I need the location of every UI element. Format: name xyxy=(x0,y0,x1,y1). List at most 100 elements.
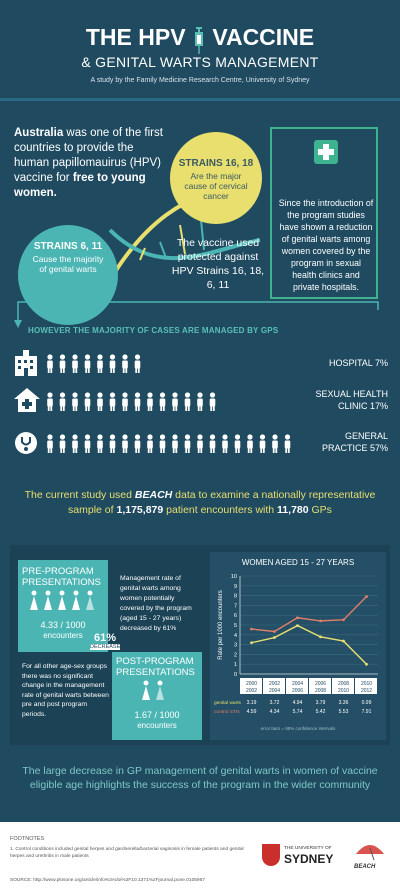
x-tick-label: 2008 xyxy=(338,681,349,687)
table-cell: 3.72 xyxy=(270,700,280,706)
study-beach: BEACH xyxy=(134,489,173,501)
post-program-card: POST-PROGRAM PRESENTATIONS 1.67 / 1000 e… xyxy=(112,652,202,740)
intro-text-b: to young women. xyxy=(14,172,146,199)
post-program-title: POST-PROGRAM PRESENTATIONS xyxy=(116,656,195,678)
study-text-a: The current study used xyxy=(24,489,132,501)
title-line2: & GENITAL WARTS MANAGEMENT xyxy=(81,54,319,70)
people-group-clinic xyxy=(47,392,216,411)
category-cell xyxy=(332,678,354,694)
table-cell: 0.99 xyxy=(362,700,372,706)
women-icons-post xyxy=(142,680,164,700)
line-chart: 0 1 2 3 4 5 6 7 8 9 10 Rate per 1000 encounters 2000… xyxy=(214,574,378,731)
x-tick-label: 2004 xyxy=(292,681,303,687)
person-icon xyxy=(184,392,191,411)
footnotes-title: FOOTNOTES xyxy=(10,836,45,842)
table-cell: 5.42 xyxy=(316,709,326,715)
x-tick-label: 2002 xyxy=(246,688,257,694)
study-text-c: patient encounters with xyxy=(166,504,275,516)
title-the-hpv: THE HPV xyxy=(85,24,186,50)
y-tick-label: 3 xyxy=(234,643,237,649)
person-icon xyxy=(159,434,166,453)
byline: A study by the Family Medicine Research … xyxy=(90,77,310,84)
stethoscope-icon xyxy=(15,432,37,454)
data-point xyxy=(319,619,322,623)
data-point xyxy=(296,624,299,627)
y-tick-label: 2 xyxy=(234,652,237,658)
person-icon xyxy=(122,354,128,373)
general-practice-label: GENERAL PRACTICE 57% xyxy=(322,430,388,454)
data-point xyxy=(296,616,299,620)
pre-program-unit: encounters xyxy=(43,631,83,640)
x-tick-label: 2006 xyxy=(292,688,303,694)
people-group-general-practice xyxy=(47,434,291,453)
x-tick-label: 2008 xyxy=(315,688,326,694)
person-icon xyxy=(72,434,78,453)
series-line xyxy=(251,595,367,633)
series-line xyxy=(251,624,367,665)
table-cell: 3.79 xyxy=(316,700,326,706)
y-tick-label: 6 xyxy=(234,613,237,619)
post-program-unit: encounters xyxy=(137,721,177,730)
data-point xyxy=(342,618,345,622)
study-gps: 11,780 xyxy=(277,504,309,516)
person-icon xyxy=(259,434,266,453)
person-icon xyxy=(172,434,178,453)
y-tick-label: 7 xyxy=(234,603,237,609)
strains-6-11-title: STRAINS 6, 11 xyxy=(33,241,103,252)
data-point xyxy=(342,639,345,643)
person-icon xyxy=(247,434,253,453)
strains-16-18-desc: Are the major cause of cervical cancer xyxy=(184,171,248,201)
decrease-percent: 61% xyxy=(93,632,117,644)
university-crest-icon xyxy=(262,844,280,866)
y-tick-label: 10 xyxy=(231,574,237,580)
person-icon xyxy=(109,392,116,411)
connector-arrow-icon xyxy=(14,301,379,328)
university-line1: THE UNIVERSITY OF xyxy=(284,846,332,851)
person-icon xyxy=(184,434,191,453)
person-icon xyxy=(147,434,153,453)
people-group-hospital xyxy=(47,354,141,373)
y-tick-label: 9 xyxy=(234,584,237,590)
table-cell: 4.59 xyxy=(247,709,257,715)
study-encounters: 1,175,879 xyxy=(116,504,164,516)
table-cell: 5.53 xyxy=(339,709,349,715)
study-text-d: GPs xyxy=(311,504,332,516)
x-tick-label: 2002 xyxy=(269,681,280,687)
person-icon xyxy=(84,392,91,411)
footer: FOOTNOTES 1. Control conditions included… xyxy=(0,822,400,890)
beach-logo-text: BEACH xyxy=(354,864,376,870)
post-program-rate: 1.67 / 1000 xyxy=(134,710,180,720)
table-row-label: genital warts xyxy=(214,700,242,706)
gp-row-general-practice: GENERAL PRACTICE 57% xyxy=(14,428,390,460)
decrease-badge: 61% DECREASE xyxy=(90,632,120,650)
y-axis-label: Rate per 1000 encounters xyxy=(218,590,224,659)
study-text: The current study used BEACH data to exa… xyxy=(10,488,390,518)
y-tick-label: 4 xyxy=(234,633,237,639)
hospital-icon xyxy=(15,350,37,376)
person-icon xyxy=(209,392,216,411)
general-practice-label-line1: GENERAL xyxy=(344,431,388,441)
person-icon xyxy=(97,354,103,373)
syringe-icon xyxy=(192,26,206,54)
chart-title: WOMEN AGED 15 - 27 YEARS xyxy=(241,558,355,567)
person-icon xyxy=(84,354,91,373)
person-icon xyxy=(234,434,241,453)
category-cell xyxy=(355,678,377,694)
table-cell: 5.74 xyxy=(293,709,303,715)
category-cell xyxy=(263,678,285,694)
clinic-icon xyxy=(14,388,40,412)
x-tick-label: 2012 xyxy=(361,688,372,694)
table-cell: 4.94 xyxy=(293,700,303,706)
y-tick-label: 1 xyxy=(234,662,237,668)
person-icon xyxy=(197,434,203,453)
person-icon xyxy=(122,392,128,411)
women-icons-pre xyxy=(30,590,94,610)
person-icon xyxy=(47,434,53,453)
person-icon xyxy=(122,434,128,453)
person-icon xyxy=(109,434,116,453)
other-groups-note: For all other age-sex groups there was n… xyxy=(22,663,109,718)
data-point xyxy=(250,627,253,631)
gp-heading: HOWEVER THE MAJORITY OF CASES ARE MANAGE… xyxy=(28,326,279,335)
gp-row-clinic: SEXUAL HEALTH CLINIC 17% xyxy=(14,386,390,418)
vaccine-strains-text: The vaccine used protected against HPV S… xyxy=(171,237,265,291)
